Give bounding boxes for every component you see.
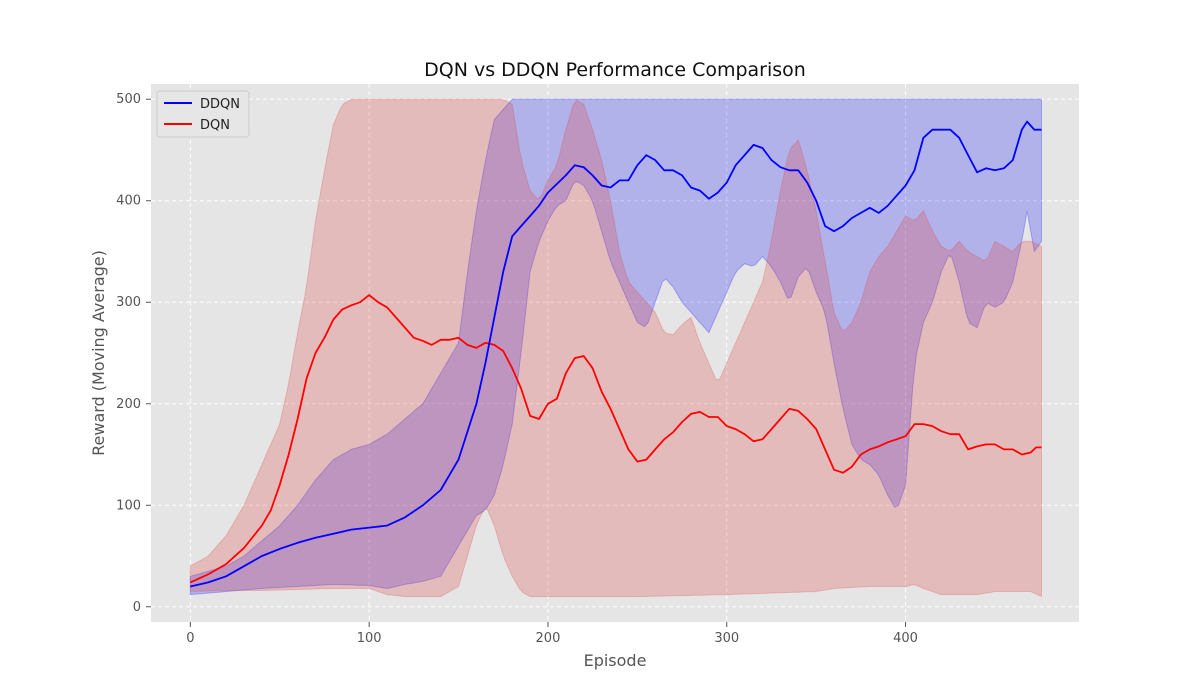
- y-axis-label: Reward (Moving Average): [89, 250, 108, 456]
- x-tick-label: 100: [357, 631, 382, 646]
- y-tick-label: 500: [116, 92, 141, 107]
- grid-lines: [151, 84, 1079, 622]
- confidence-bands: [189, 98, 1042, 598]
- x-axis-label: Episode: [584, 651, 647, 670]
- plot-area: [151, 84, 1079, 622]
- y-tick-label: 0: [133, 600, 141, 615]
- band-ddqn: [189, 98, 1042, 596]
- y-tick-label: 300: [116, 295, 141, 310]
- line-dqn: [189, 294, 1042, 584]
- x-tick-label: 0: [186, 631, 194, 646]
- x-tick-label: 300: [714, 631, 739, 646]
- chart-title: DQN vs DDQN Performance Comparison: [424, 59, 806, 81]
- y-tick-label: 200: [116, 397, 141, 412]
- series-lines: [189, 120, 1042, 588]
- x-tick-label: 200: [536, 631, 561, 646]
- legend-label-dqn: DQN: [200, 118, 230, 133]
- x-tick-label: 400: [893, 631, 918, 646]
- y-tick-label: 400: [116, 194, 141, 209]
- legend: DDQN DQN: [156, 90, 250, 138]
- legend-label-ddqn: DDQN: [200, 97, 240, 112]
- y-tick-label: 100: [116, 498, 141, 513]
- band-dqn: [189, 98, 1042, 598]
- axis-ticks: 0 100 200 300 400 0 100 200 300 400 500: [116, 92, 918, 646]
- line-ddqn: [190, 120, 1042, 588]
